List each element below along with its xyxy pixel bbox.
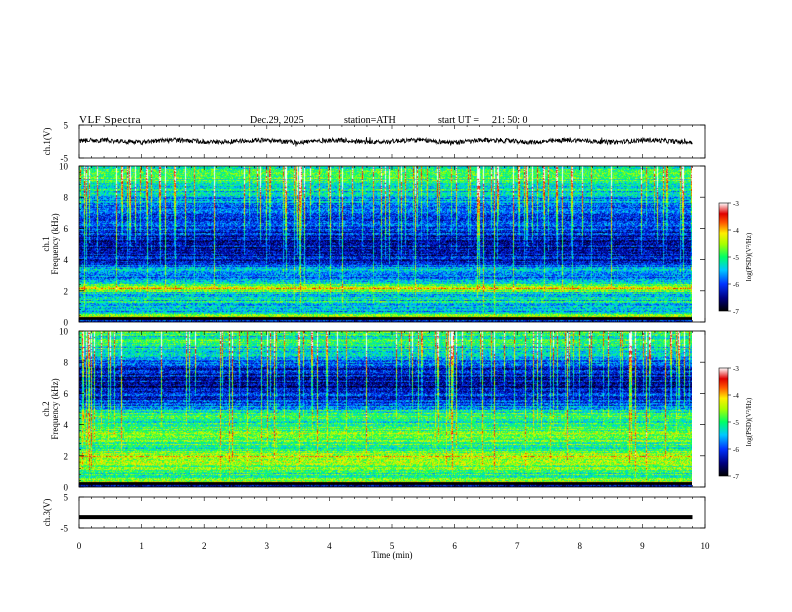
ch2-spectrogram-image <box>79 331 692 487</box>
x-tick-label: 4 <box>327 541 332 551</box>
y-tick-label-ch2-spectrogram: 4 <box>64 420 69 430</box>
header-title: VLF Spectra <box>79 114 142 126</box>
ch2-spectrogram-ylabel: Frequency (kHz) <box>50 378 60 439</box>
x-tick-label: 8 <box>578 541 583 551</box>
x-tick-label: 6 <box>452 541 457 551</box>
y-tick-label-ch2-spectrogram: 8 <box>64 358 69 368</box>
x-tick-label: 10 <box>701 541 711 551</box>
ch1-spectrogram-ylabel: Frequency (kHz) <box>50 213 60 274</box>
ch2-colorbar-tick-label: -7 <box>733 473 739 481</box>
x-tick-label: 3 <box>265 541 270 551</box>
y-tick-label-ch2-spectrogram: 2 <box>64 451 69 461</box>
header-start-value: 21: 50: 0 <box>492 115 528 126</box>
ch1-colorbar-tick-label: -7 <box>733 308 739 316</box>
ch1-waveform-ylabel: ch.1(V) <box>42 128 52 156</box>
ch1-colorbar-tick-label: -6 <box>733 281 739 289</box>
panels-layer <box>78 136 693 520</box>
ch1-colorbar-tick-label: -3 <box>733 200 739 208</box>
ch2-colorbar-tick-label: -5 <box>733 419 739 427</box>
ch1-waveform-trace <box>78 136 693 147</box>
header-start-label: start UT = <box>438 115 480 126</box>
ch3-waveform-ylabel: ch.3(V) <box>42 499 52 527</box>
y-tick-label-ch1-spectrogram: 4 <box>64 255 69 265</box>
y-tick-label-ch3-waveform: -5 <box>61 524 69 534</box>
ch1-colorbar-tick-label: -4 <box>733 227 739 235</box>
y-tick-label-ch3-waveform: 5 <box>64 493 69 503</box>
y-tick-label-ch1-spectrogram: 8 <box>64 193 69 203</box>
y-tick-label-ch1-waveform: 5 <box>64 121 69 131</box>
x-tick-label: 2 <box>202 541 207 551</box>
ch1-spectrogram-image <box>79 166 692 322</box>
ch1-colorbar <box>718 202 729 312</box>
y-tick-label-ch1-spectrogram: 6 <box>64 224 69 234</box>
y-tick-label-ch1-spectrogram: 0 <box>64 318 69 328</box>
ch2-colorbar-tick-label: -6 <box>733 446 739 454</box>
x-tick-label: 5 <box>390 541 395 551</box>
y-tick-label-ch1-spectrogram: 10 <box>59 162 69 172</box>
ch2-colorbar-label: log(PSD)(V²/Hz) <box>745 397 753 446</box>
x-tick-label: 7 <box>515 541 520 551</box>
ch1-colorbar-tick-label: -5 <box>733 254 739 262</box>
y-tick-label-ch2-spectrogram: 10 <box>59 327 69 337</box>
ch2-channel-label: ch.2 <box>41 401 51 416</box>
ch1-channel-label: ch.1 <box>41 236 51 251</box>
ch2-colorbar <box>718 367 729 477</box>
header-date: Dec.29, 2025 <box>250 115 304 126</box>
panel-frame-w3 <box>78 496 706 529</box>
ch1-colorbar-label: log(PSD)(V²/Hz) <box>745 232 753 281</box>
x-tick-label: 1 <box>139 541 144 551</box>
y-tick-label-ch2-spectrogram: 0 <box>64 483 69 493</box>
ch2-colorbar-tick-label: -3 <box>733 365 739 373</box>
y-tick-label-ch1-spectrogram: 2 <box>64 286 69 296</box>
x-tick-label: 0 <box>77 541 82 551</box>
y-tick-label-ch2-spectrogram: 6 <box>64 389 69 399</box>
y-tick-label-ch1-waveform: -5 <box>61 154 69 164</box>
x-tick-label: 9 <box>640 541 645 551</box>
ch2-colorbar-tick-label: -4 <box>733 392 739 400</box>
header-station: station=ATH <box>344 115 396 126</box>
x-axis-label: Time (min) <box>372 550 413 560</box>
